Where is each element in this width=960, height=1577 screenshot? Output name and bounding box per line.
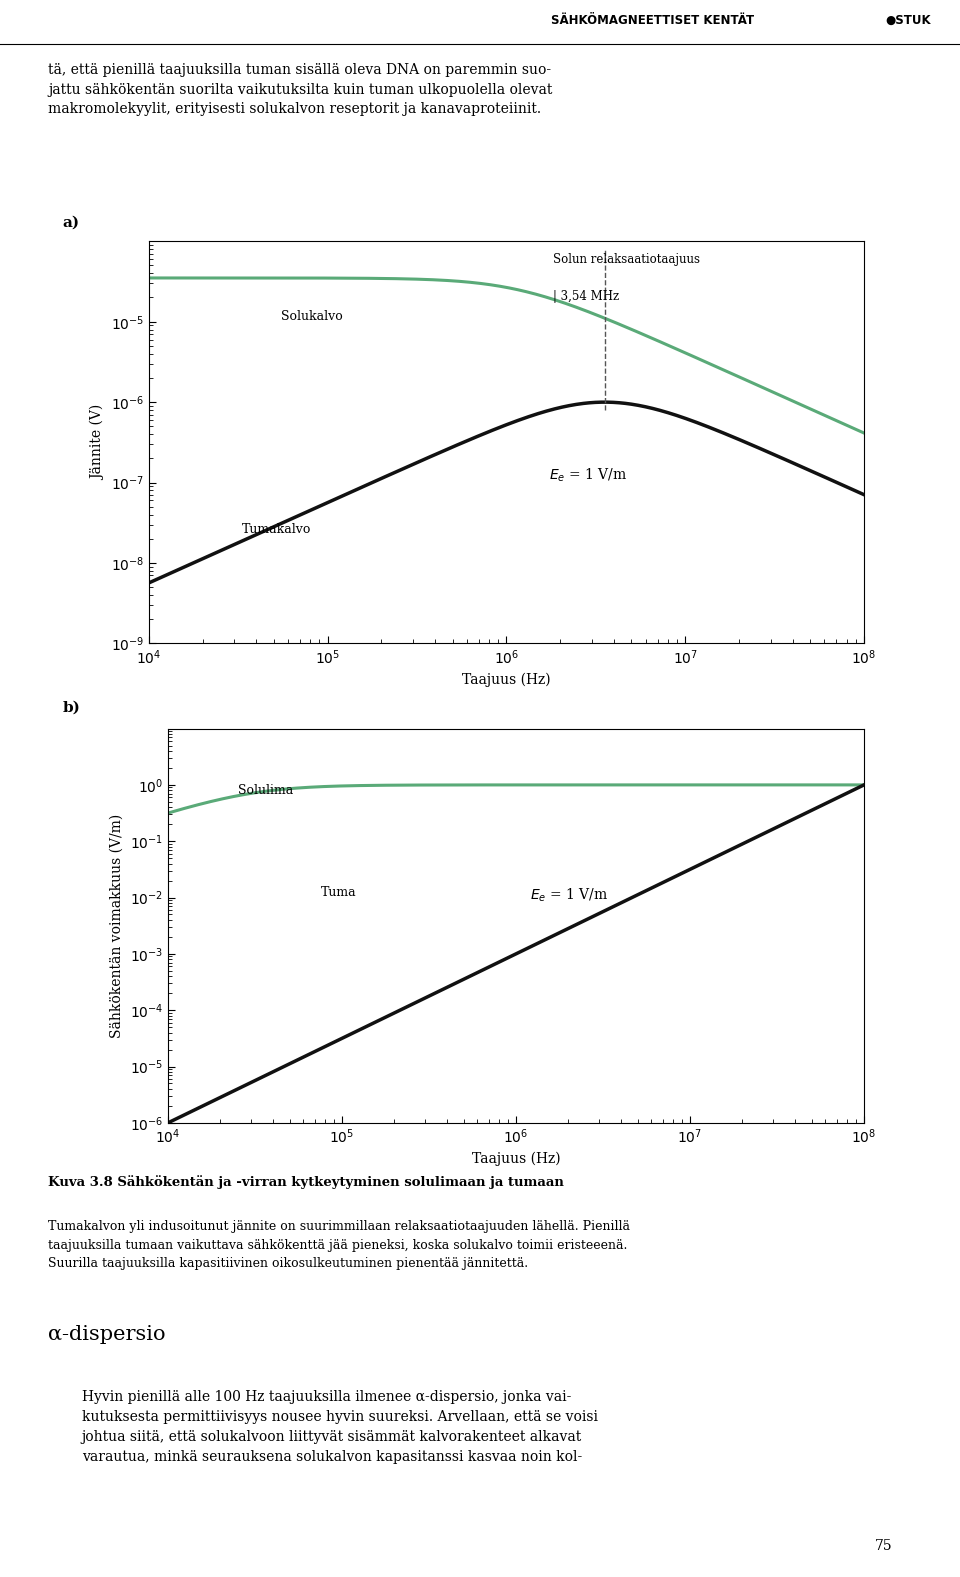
Text: | 3,54 MHz: | 3,54 MHz	[553, 290, 619, 303]
Text: SÄHKÖMAGNEETTISET KENTÄT: SÄHKÖMAGNEETTISET KENTÄT	[551, 14, 755, 27]
Text: $E_e$ = 1 V/m: $E_e$ = 1 V/m	[549, 467, 628, 484]
Text: α-dispersio: α-dispersio	[48, 1325, 165, 1344]
Text: a): a)	[62, 216, 80, 230]
Text: 75: 75	[876, 1539, 893, 1553]
Text: Tuma: Tuma	[321, 886, 357, 899]
Text: Hyvin pienillä alle 100 Hz taajuuksilla ilmenee α-dispersio, jonka vai-
kutukses: Hyvin pienillä alle 100 Hz taajuuksilla …	[82, 1391, 598, 1465]
X-axis label: Taajuus (Hz): Taajuus (Hz)	[462, 672, 551, 688]
Text: Kuva 3.8 Sähkökentän ja -virran kytkeytyminen solulimaan ja tumaan: Kuva 3.8 Sähkökentän ja -virran kytkeyty…	[48, 1175, 564, 1189]
X-axis label: Taajuus (Hz): Taajuus (Hz)	[471, 1151, 561, 1167]
Text: b): b)	[62, 700, 81, 714]
Y-axis label: Jännite (V): Jännite (V)	[90, 405, 105, 479]
Text: ●STUK: ●STUK	[885, 14, 931, 27]
Text: Solun relaksaatiotaajuus: Solun relaksaatiotaajuus	[553, 254, 700, 267]
Text: $E_e$ = 1 V/m: $E_e$ = 1 V/m	[530, 886, 609, 904]
Text: Solukalvo: Solukalvo	[281, 309, 343, 323]
Text: Tumakalvo: Tumakalvo	[242, 524, 311, 536]
Text: tä, että pienillä taajuuksilla tuman sisällä oleva DNA on paremmin suo-
jattu sä: tä, että pienillä taajuuksilla tuman sis…	[48, 63, 552, 117]
Y-axis label: Sähkökentän voimakkuus (V/m): Sähkökentän voimakkuus (V/m)	[110, 814, 124, 1038]
Text: Solulima: Solulima	[238, 784, 293, 796]
Text: Tumakalvon yli indusoitunut jännite on suurimmillaan relaksaatiotaajuuden lähell: Tumakalvon yli indusoitunut jännite on s…	[48, 1221, 630, 1271]
